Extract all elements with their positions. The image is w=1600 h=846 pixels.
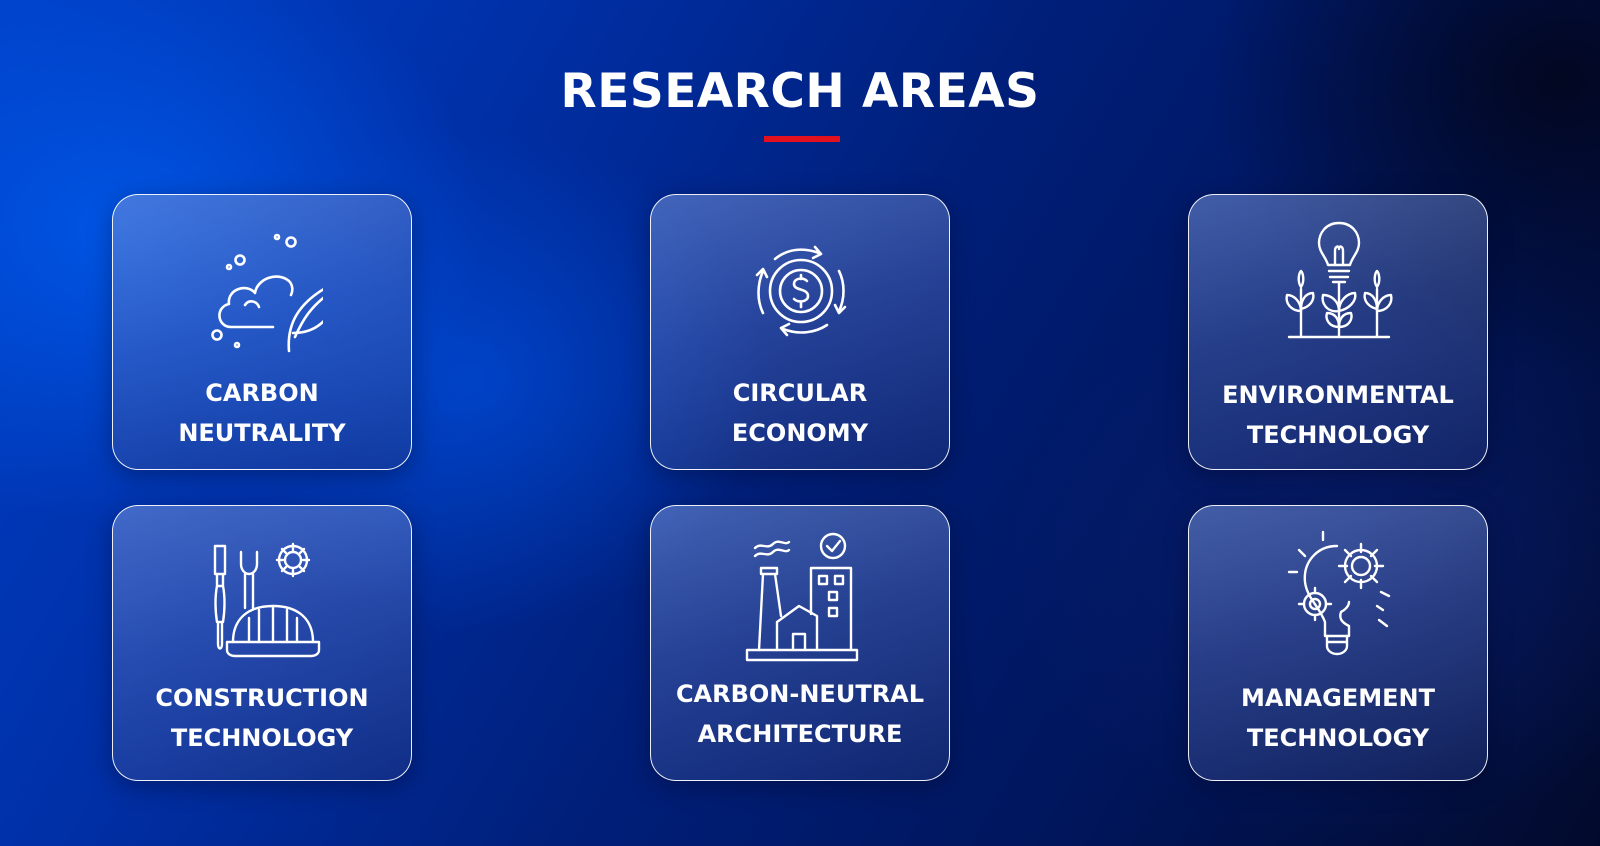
- research-card-circular-economy[interactable]: CIRCULAR ECONOMY: [650, 194, 950, 470]
- factory-building-icon: [741, 526, 861, 666]
- research-card-carbon-neutrality[interactable]: CARBON NEUTRALITY: [112, 194, 412, 470]
- research-card-carbon-neutral-architecture[interactable]: CARBON-NEUTRAL ARCHITECTURE: [650, 505, 950, 781]
- card-label: CIRCULAR ECONOMY: [731, 379, 869, 447]
- head-gears-icon: [1279, 526, 1399, 666]
- tools-helmet-gear-icon: [203, 526, 323, 666]
- card-label: CARBON NEUTRALITY: [178, 379, 346, 447]
- research-card-management-technology[interactable]: MANAGEMENT TECHNOLOGY: [1188, 505, 1488, 781]
- lightbulb-plants-icon: [1279, 215, 1399, 355]
- title-underline: [764, 136, 840, 142]
- circular-dollar-icon: [741, 215, 861, 355]
- card-label: MANAGEMENT TECHNOLOGY: [1241, 684, 1435, 752]
- page-title: RESEARCH AREAS: [560, 64, 1040, 119]
- card-label: ENVIRONMENTAL TECHNOLOGY: [1222, 381, 1454, 449]
- card-label: CARBON-NEUTRAL ARCHITECTURE: [675, 680, 925, 748]
- research-card-construction-technology[interactable]: CONSTRUCTION TECHNOLOGY: [112, 505, 412, 781]
- research-card-environmental-technology[interactable]: ENVIRONMENTAL TECHNOLOGY: [1188, 194, 1488, 470]
- card-label: CONSTRUCTION TECHNOLOGY: [155, 684, 369, 752]
- cloud-leaf-icon: [203, 215, 323, 355]
